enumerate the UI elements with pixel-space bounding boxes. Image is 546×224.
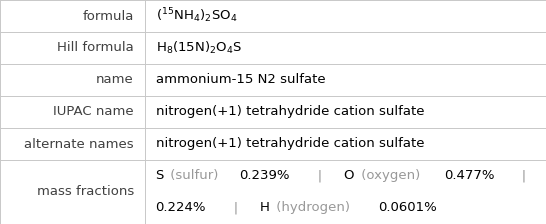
Text: |: | [509,170,539,183]
Text: |: | [221,202,251,215]
Text: $\mathregular{(}^{15}\mathregular{NH_4)_2SO_4}$: $\mathregular{(}^{15}\mathregular{NH_4)_… [156,7,237,25]
Text: |: | [305,170,335,183]
Text: Hill formula: Hill formula [57,41,134,54]
Text: formula: formula [82,9,134,22]
Text: 0.477%: 0.477% [444,170,494,183]
Text: ammonium‑15 N2 sulfate: ammonium‑15 N2 sulfate [156,73,325,86]
Text: $\mathregular{H_8(15N)_2O_4S}$: $\mathregular{H_8(15N)_2O_4S}$ [156,40,242,56]
Text: (hydrogen): (hydrogen) [272,202,354,215]
Text: S: S [156,170,164,183]
Text: (oxygen): (oxygen) [357,170,424,183]
Text: alternate names: alternate names [24,138,134,151]
Text: H: H [259,202,269,215]
Text: O: O [343,170,354,183]
Text: 0.239%: 0.239% [240,170,290,183]
Text: 0.224%: 0.224% [156,202,206,215]
Text: (sulfur): (sulfur) [167,170,223,183]
Text: IUPAC name: IUPAC name [53,106,134,118]
Text: mass fractions: mass fractions [37,185,134,198]
Text: name: name [96,73,134,86]
Text: nitrogen(+1) tetrahydride cation sulfate: nitrogen(+1) tetrahydride cation sulfate [156,106,424,118]
Text: 0.0601%: 0.0601% [378,202,437,215]
Text: nitrogen(+1) tetrahydride cation sulfate: nitrogen(+1) tetrahydride cation sulfate [156,138,424,151]
